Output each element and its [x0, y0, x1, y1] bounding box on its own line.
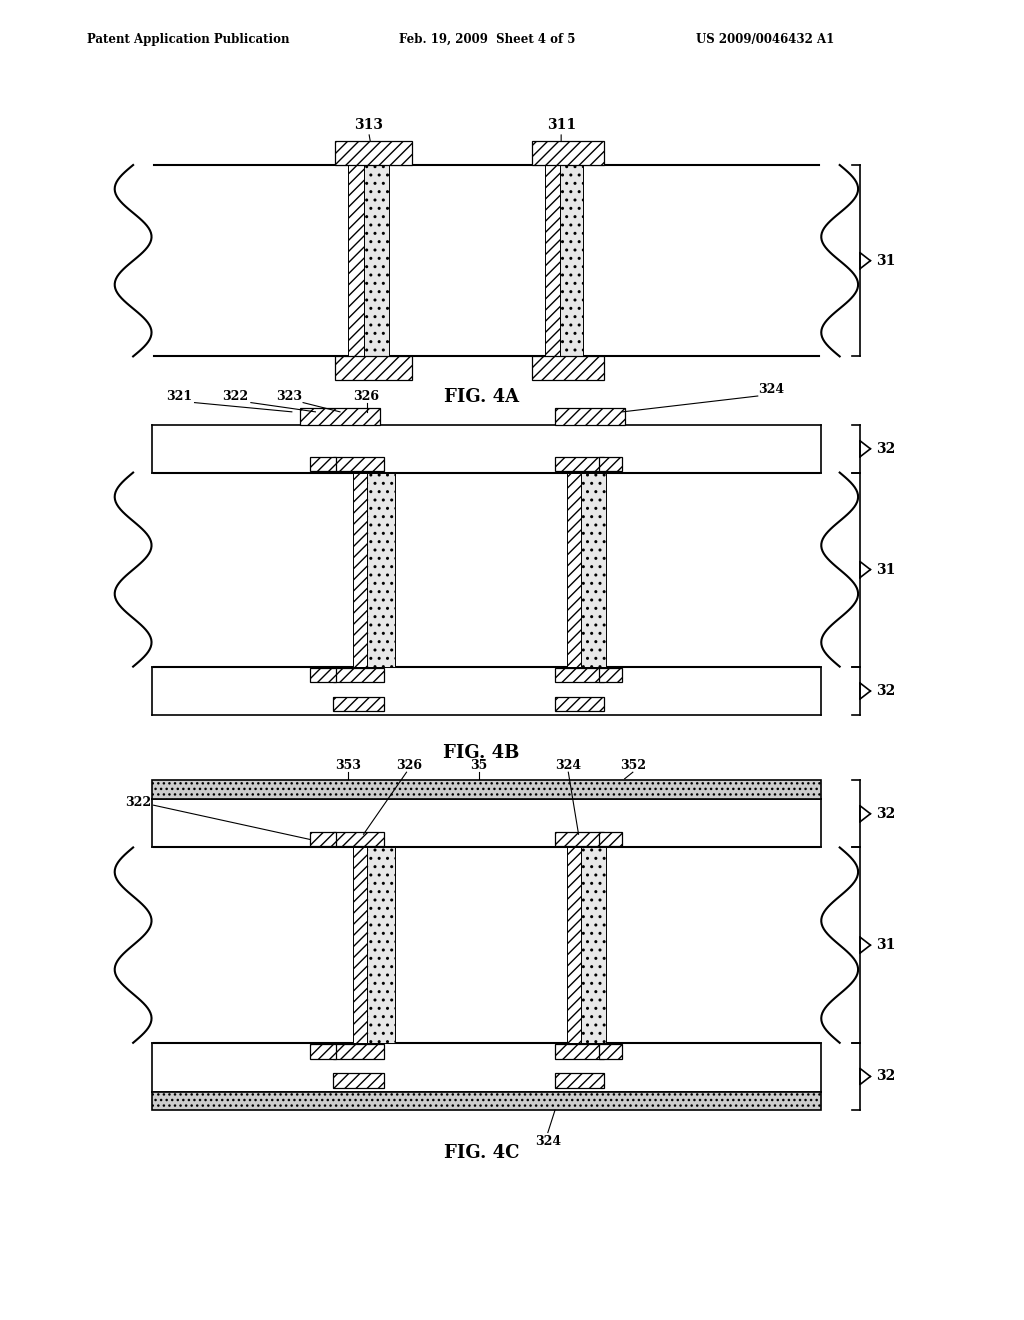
- Bar: [152, 473, 821, 667]
- Bar: [152, 847, 821, 1043]
- Bar: [353, 473, 367, 667]
- Bar: [333, 697, 384, 711]
- Text: 31: 31: [877, 562, 896, 577]
- Bar: [310, 1044, 336, 1059]
- Bar: [367, 847, 395, 1043]
- Bar: [555, 457, 604, 471]
- Bar: [333, 457, 384, 471]
- Bar: [310, 832, 336, 846]
- Text: 324: 324: [535, 1135, 561, 1148]
- Bar: [310, 457, 336, 471]
- Text: 311: 311: [547, 117, 575, 132]
- Bar: [152, 165, 821, 356]
- Text: 324: 324: [758, 383, 784, 396]
- Text: 322: 322: [125, 796, 152, 809]
- Bar: [599, 668, 622, 682]
- Text: 321: 321: [166, 389, 193, 403]
- Bar: [335, 356, 412, 380]
- Bar: [599, 832, 622, 846]
- Bar: [555, 1044, 604, 1059]
- Bar: [555, 668, 604, 682]
- Text: 35: 35: [471, 759, 487, 772]
- Text: Patent Application Publication: Patent Application Publication: [87, 33, 290, 46]
- Bar: [545, 165, 560, 356]
- Text: 324: 324: [555, 759, 582, 772]
- Bar: [310, 668, 336, 682]
- Bar: [555, 408, 625, 425]
- Bar: [581, 473, 606, 667]
- Text: FIG. 4B: FIG. 4B: [443, 744, 519, 763]
- Text: 32: 32: [877, 807, 896, 821]
- Text: US 2009/0046432 A1: US 2009/0046432 A1: [696, 33, 835, 46]
- Bar: [555, 1073, 604, 1088]
- Bar: [152, 667, 821, 715]
- Bar: [353, 847, 367, 1043]
- Bar: [333, 1044, 384, 1059]
- Bar: [152, 1092, 821, 1110]
- Bar: [555, 697, 604, 711]
- Text: 353: 353: [335, 759, 361, 772]
- Bar: [364, 165, 389, 356]
- Text: 352: 352: [620, 759, 646, 772]
- Text: 322: 322: [222, 389, 249, 403]
- Bar: [560, 165, 583, 356]
- Text: 326: 326: [353, 389, 380, 403]
- Bar: [300, 408, 380, 425]
- Bar: [599, 457, 622, 471]
- Text: FIG. 4C: FIG. 4C: [443, 1144, 519, 1163]
- Bar: [335, 141, 412, 165]
- Text: Feb. 19, 2009  Sheet 4 of 5: Feb. 19, 2009 Sheet 4 of 5: [399, 33, 575, 46]
- Bar: [581, 847, 606, 1043]
- Bar: [152, 425, 821, 473]
- Bar: [348, 165, 364, 356]
- Bar: [152, 780, 821, 799]
- Text: 312: 312: [547, 370, 575, 384]
- Bar: [599, 1044, 622, 1059]
- Text: 32: 32: [877, 684, 896, 698]
- Text: 32: 32: [877, 1069, 896, 1084]
- Bar: [333, 1073, 384, 1088]
- Bar: [567, 847, 581, 1043]
- Text: 31: 31: [877, 939, 896, 952]
- Text: 31: 31: [877, 253, 896, 268]
- Text: 32: 32: [877, 442, 896, 455]
- Bar: [532, 356, 604, 380]
- Text: 323: 323: [275, 389, 302, 403]
- Bar: [333, 832, 384, 846]
- Bar: [567, 473, 581, 667]
- Bar: [367, 473, 395, 667]
- Bar: [333, 668, 384, 682]
- Text: 326: 326: [396, 759, 423, 772]
- Text: FIG. 4A: FIG. 4A: [443, 388, 519, 407]
- Bar: [152, 780, 821, 847]
- Bar: [532, 141, 604, 165]
- Bar: [152, 1043, 821, 1110]
- Bar: [555, 832, 604, 846]
- Text: 313: 313: [354, 117, 383, 132]
